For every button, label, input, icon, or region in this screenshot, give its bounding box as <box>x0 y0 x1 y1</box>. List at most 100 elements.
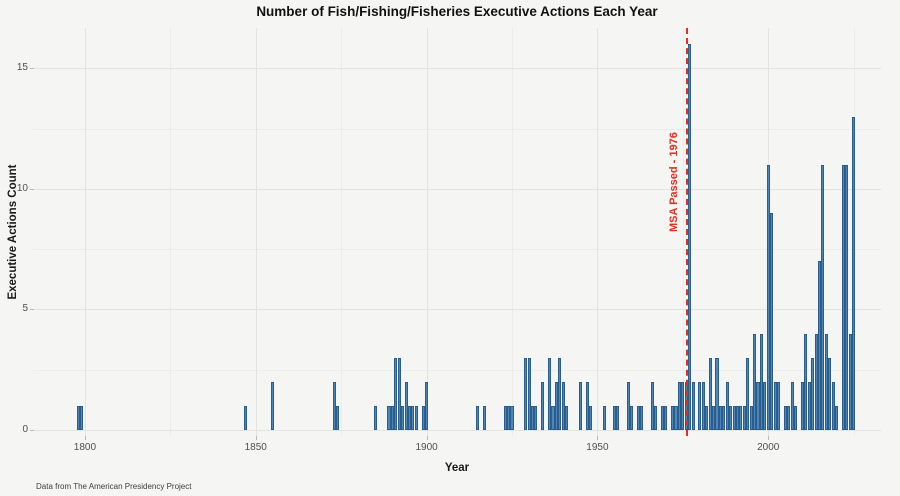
bar <box>401 405 405 430</box>
x-tick-mark <box>426 436 428 440</box>
y-tick-mark <box>30 68 34 70</box>
bar <box>271 381 275 430</box>
bar <box>530 405 535 430</box>
bar <box>332 381 336 430</box>
bar <box>708 357 712 430</box>
bar <box>794 405 798 430</box>
bar <box>787 405 791 430</box>
x-major-gridline <box>255 28 257 436</box>
bar <box>763 381 767 430</box>
bar <box>681 381 685 430</box>
bar <box>828 357 832 430</box>
bar <box>612 405 617 430</box>
bar <box>715 357 719 430</box>
bar <box>804 333 808 430</box>
x-tick-mark <box>84 436 86 440</box>
bar <box>411 405 415 430</box>
x-minor-gridline <box>512 28 513 436</box>
bar <box>407 405 412 430</box>
bar <box>551 405 555 430</box>
bar <box>664 405 668 430</box>
bar <box>722 405 726 430</box>
bar <box>243 405 248 430</box>
y-minor-gridline <box>33 369 881 371</box>
x-minor-gridline <box>341 28 343 436</box>
bar <box>776 381 781 430</box>
bar <box>835 405 839 430</box>
bar <box>390 405 394 430</box>
bar <box>527 357 531 430</box>
bar <box>640 405 644 430</box>
bar <box>79 405 84 430</box>
bar <box>766 164 770 430</box>
bar <box>718 405 722 430</box>
bar <box>660 405 664 430</box>
bar <box>630 405 634 430</box>
bar <box>387 405 391 430</box>
bar <box>688 44 692 430</box>
y-major-gridline <box>33 188 881 190</box>
bar <box>729 405 733 430</box>
bar <box>503 405 507 430</box>
x-major-gridline <box>84 28 86 436</box>
bar <box>807 381 811 430</box>
bar <box>749 405 753 430</box>
bar <box>589 405 593 430</box>
bar <box>800 381 804 430</box>
bar <box>616 405 620 430</box>
msa-vline <box>686 28 689 436</box>
bar <box>746 357 750 430</box>
bar <box>414 405 418 430</box>
bar <box>585 381 589 430</box>
y-major-gridline <box>33 429 881 431</box>
bar <box>739 405 743 430</box>
bar <box>824 333 828 430</box>
bar <box>753 333 757 430</box>
bar <box>677 381 681 430</box>
bar <box>732 405 736 430</box>
bar <box>705 405 709 430</box>
bar <box>650 381 654 430</box>
x-tick-mark <box>768 436 770 440</box>
bar <box>691 381 695 430</box>
bar <box>674 405 678 430</box>
bar <box>565 405 569 430</box>
y-minor-gridline <box>33 128 881 130</box>
bar <box>811 357 815 430</box>
bar <box>742 405 746 430</box>
x-major-gridline <box>426 28 428 436</box>
bar <box>394 357 398 430</box>
bar <box>373 405 377 430</box>
x-tick-label: 1850 <box>244 442 267 453</box>
bar <box>653 405 658 430</box>
bar <box>841 164 845 430</box>
y-tick-mark <box>30 309 34 311</box>
bar <box>425 381 429 430</box>
bar <box>510 405 514 430</box>
bar <box>848 333 852 430</box>
x-tick-label: 1800 <box>73 442 97 453</box>
bar <box>548 357 552 430</box>
source-caption: Data from The American Presidency Projec… <box>36 482 192 491</box>
bar <box>725 381 729 430</box>
x-major-gridline <box>597 28 599 436</box>
x-minor-gridline <box>170 28 172 436</box>
bar <box>483 405 487 430</box>
bar <box>561 381 565 430</box>
x-tick-mark <box>597 436 599 440</box>
bar <box>814 333 818 430</box>
bar <box>507 405 511 430</box>
y-major-gridline <box>33 309 881 311</box>
bar <box>554 381 558 430</box>
bar <box>541 381 545 430</box>
x-tick-label: 1900 <box>415 442 438 453</box>
bar <box>701 381 705 430</box>
bar <box>759 333 763 430</box>
bar <box>534 405 538 430</box>
bar <box>756 381 760 430</box>
bar <box>770 213 774 430</box>
bar <box>476 405 480 430</box>
bar <box>735 405 740 430</box>
chart-title: Number of Fish/Fishing/Fisheries Executi… <box>256 4 658 19</box>
